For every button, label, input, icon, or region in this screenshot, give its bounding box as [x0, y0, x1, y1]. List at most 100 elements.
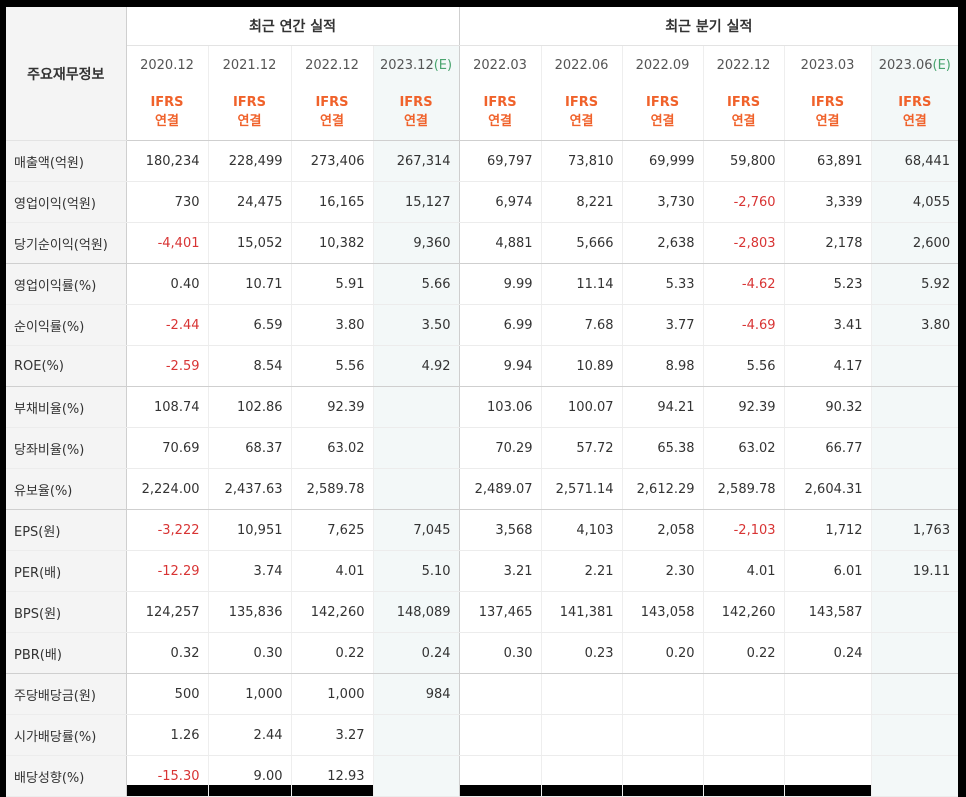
period-header: 2021.12: [207, 45, 291, 84]
table-cell: 1.26: [125, 714, 208, 756]
table-cell: 0.30: [207, 632, 291, 674]
ifrs-label: IFRS: [150, 95, 184, 110]
consolidation-label: 연결: [155, 114, 179, 129]
table-cell: 9.00: [207, 755, 291, 797]
ifrs-label: IFRS: [315, 95, 349, 110]
table-row: 당기순이익(억원) -4,401 15,052 10,382 9,360 4,881 5,6…: [6, 222, 959, 264]
ifrs-label: IFRS: [810, 95, 845, 110]
table-cell: 0.22: [702, 632, 785, 674]
table-row: 순이익률(%) -2.44 6.59 3.80 3.50 6.99 7.68 3.77 -4.6…: [6, 304, 959, 346]
period-date: 2022.03: [473, 57, 527, 73]
table-cell: 24,475: [207, 181, 291, 223]
table-cell: [621, 714, 704, 756]
accounting-standard: IFRS 연결: [621, 84, 704, 141]
table-row: 매출액(억원) 180,234 228,499 273,406 267,314 69,79…: [6, 140, 959, 182]
table-cell: 90.32: [783, 386, 872, 428]
table-cell: 108.74: [125, 386, 208, 428]
period-header: 2022.06: [540, 45, 623, 84]
table-cell: 10.89: [540, 345, 623, 387]
table-cell: 100.07: [540, 386, 623, 428]
period-date: 2022.09: [635, 57, 690, 73]
table-cell: 10,382: [290, 222, 373, 264]
table-cell: 16,165: [290, 181, 373, 223]
consolidation-label: 연결: [237, 114, 262, 129]
table-cell: 6.99: [458, 304, 542, 346]
table-cell: 0.32: [125, 632, 208, 674]
table-cell: 2.44: [207, 714, 291, 756]
table-cell: [702, 673, 785, 715]
table-cell: 148,089: [372, 591, 460, 633]
row-label: ROE(%): [6, 345, 127, 387]
table-row: EPS(원) -3,222 10,951 7,625 7,045 3,568 4,103 2,…: [6, 509, 959, 551]
table-cell: 6.59: [207, 304, 291, 346]
consolidation-label: 연결: [404, 114, 428, 129]
table-cell: 59,800: [702, 140, 785, 182]
table-cell: 2.21: [540, 550, 623, 592]
table-cell: 15,052: [207, 222, 291, 264]
period-date: 2022.12: [305, 57, 359, 73]
table-cell: 1,763: [870, 509, 959, 551]
table-cell: -2.44: [125, 304, 208, 346]
consolidation-label: 연결: [731, 114, 756, 129]
table-cell: 5.33: [621, 263, 704, 305]
row-label: 영업이익률(%): [6, 263, 127, 305]
table-cell: 1,000: [290, 673, 373, 715]
estimate-mark: (E): [433, 57, 453, 73]
table-cell: 4,055: [870, 181, 959, 223]
table-cell: 3,568: [458, 509, 542, 551]
accounting-standard: IFRS 연결: [372, 84, 460, 141]
table-cell: [458, 673, 542, 715]
table-cell: 0.20: [621, 632, 704, 674]
table-cell: 68.37: [207, 427, 291, 469]
table-cell: 3.77: [621, 304, 704, 346]
table-cell: 70.29: [458, 427, 542, 469]
table-row: 시가배당률(%) 1.26 2.44 3.27: [6, 714, 959, 756]
table-row: PBR(배) 0.32 0.30 0.22 0.24 0.30 0.23 0.20 0.22 0.…: [6, 632, 959, 674]
table-cell: 9,360: [372, 222, 460, 264]
table-cell: -3,222: [125, 509, 208, 551]
table-cell: 4.17: [783, 345, 872, 387]
table-cell: 3.74: [207, 550, 291, 592]
row-label: 매출액(억원): [6, 140, 127, 182]
table-cell: 3.80: [290, 304, 373, 346]
table-cell: [372, 714, 460, 756]
table-cell: [372, 755, 460, 797]
table-cell: 2,224.00: [125, 468, 208, 510]
table-row: 영업이익(억원) 730 24,475 16,165 15,127 6,974 8,221 3…: [6, 181, 959, 223]
table-cell: 66.77: [783, 427, 872, 469]
accounting-standard: IFRS 연결: [540, 84, 623, 141]
table-cell: 102.86: [207, 386, 291, 428]
table-cell: 984: [372, 673, 460, 715]
table-cell: [870, 468, 959, 510]
table-cell: 0.30: [458, 632, 542, 674]
table-cell: 6,974: [458, 181, 542, 223]
table-cell: 9.99: [458, 263, 542, 305]
table-cell: 8,221: [540, 181, 623, 223]
estimate-mark: (E): [932, 57, 951, 73]
table-cell: -2,803: [702, 222, 785, 264]
consolidation-label: 연결: [902, 114, 927, 129]
table-cell: 3,339: [783, 181, 872, 223]
table-cell: 63.02: [290, 427, 373, 469]
ifrs-label: IFRS: [232, 95, 267, 110]
ifrs-label: IFRS: [898, 95, 932, 110]
period-header: 2023.06(E): [870, 45, 959, 84]
table-cell: 94.21: [621, 386, 704, 428]
table-cell: 141,381: [540, 591, 623, 633]
table-cell: 73,810: [540, 140, 623, 182]
table-cell: 500: [125, 673, 208, 715]
table-cell: 2,589.78: [702, 468, 785, 510]
table-cell: 5.56: [702, 345, 785, 387]
table-cell: 3,730: [621, 181, 704, 223]
table-cell: 19.11: [870, 550, 959, 592]
table-row: PER(배) -12.29 3.74 4.01 5.10 3.21 2.21 2.30 4.01…: [6, 550, 959, 592]
table-cell: 142,260: [290, 591, 373, 633]
table-cell: 2,489.07: [458, 468, 542, 510]
table-cell: [870, 591, 959, 633]
table-cell: -4.69: [702, 304, 785, 346]
accounting-standard: IFRS 연결: [458, 84, 542, 141]
table-cell: [870, 427, 959, 469]
table-cell: 57.72: [540, 427, 623, 469]
period-date: 2022.06: [554, 57, 609, 73]
table-cell: 5.92: [870, 263, 959, 305]
